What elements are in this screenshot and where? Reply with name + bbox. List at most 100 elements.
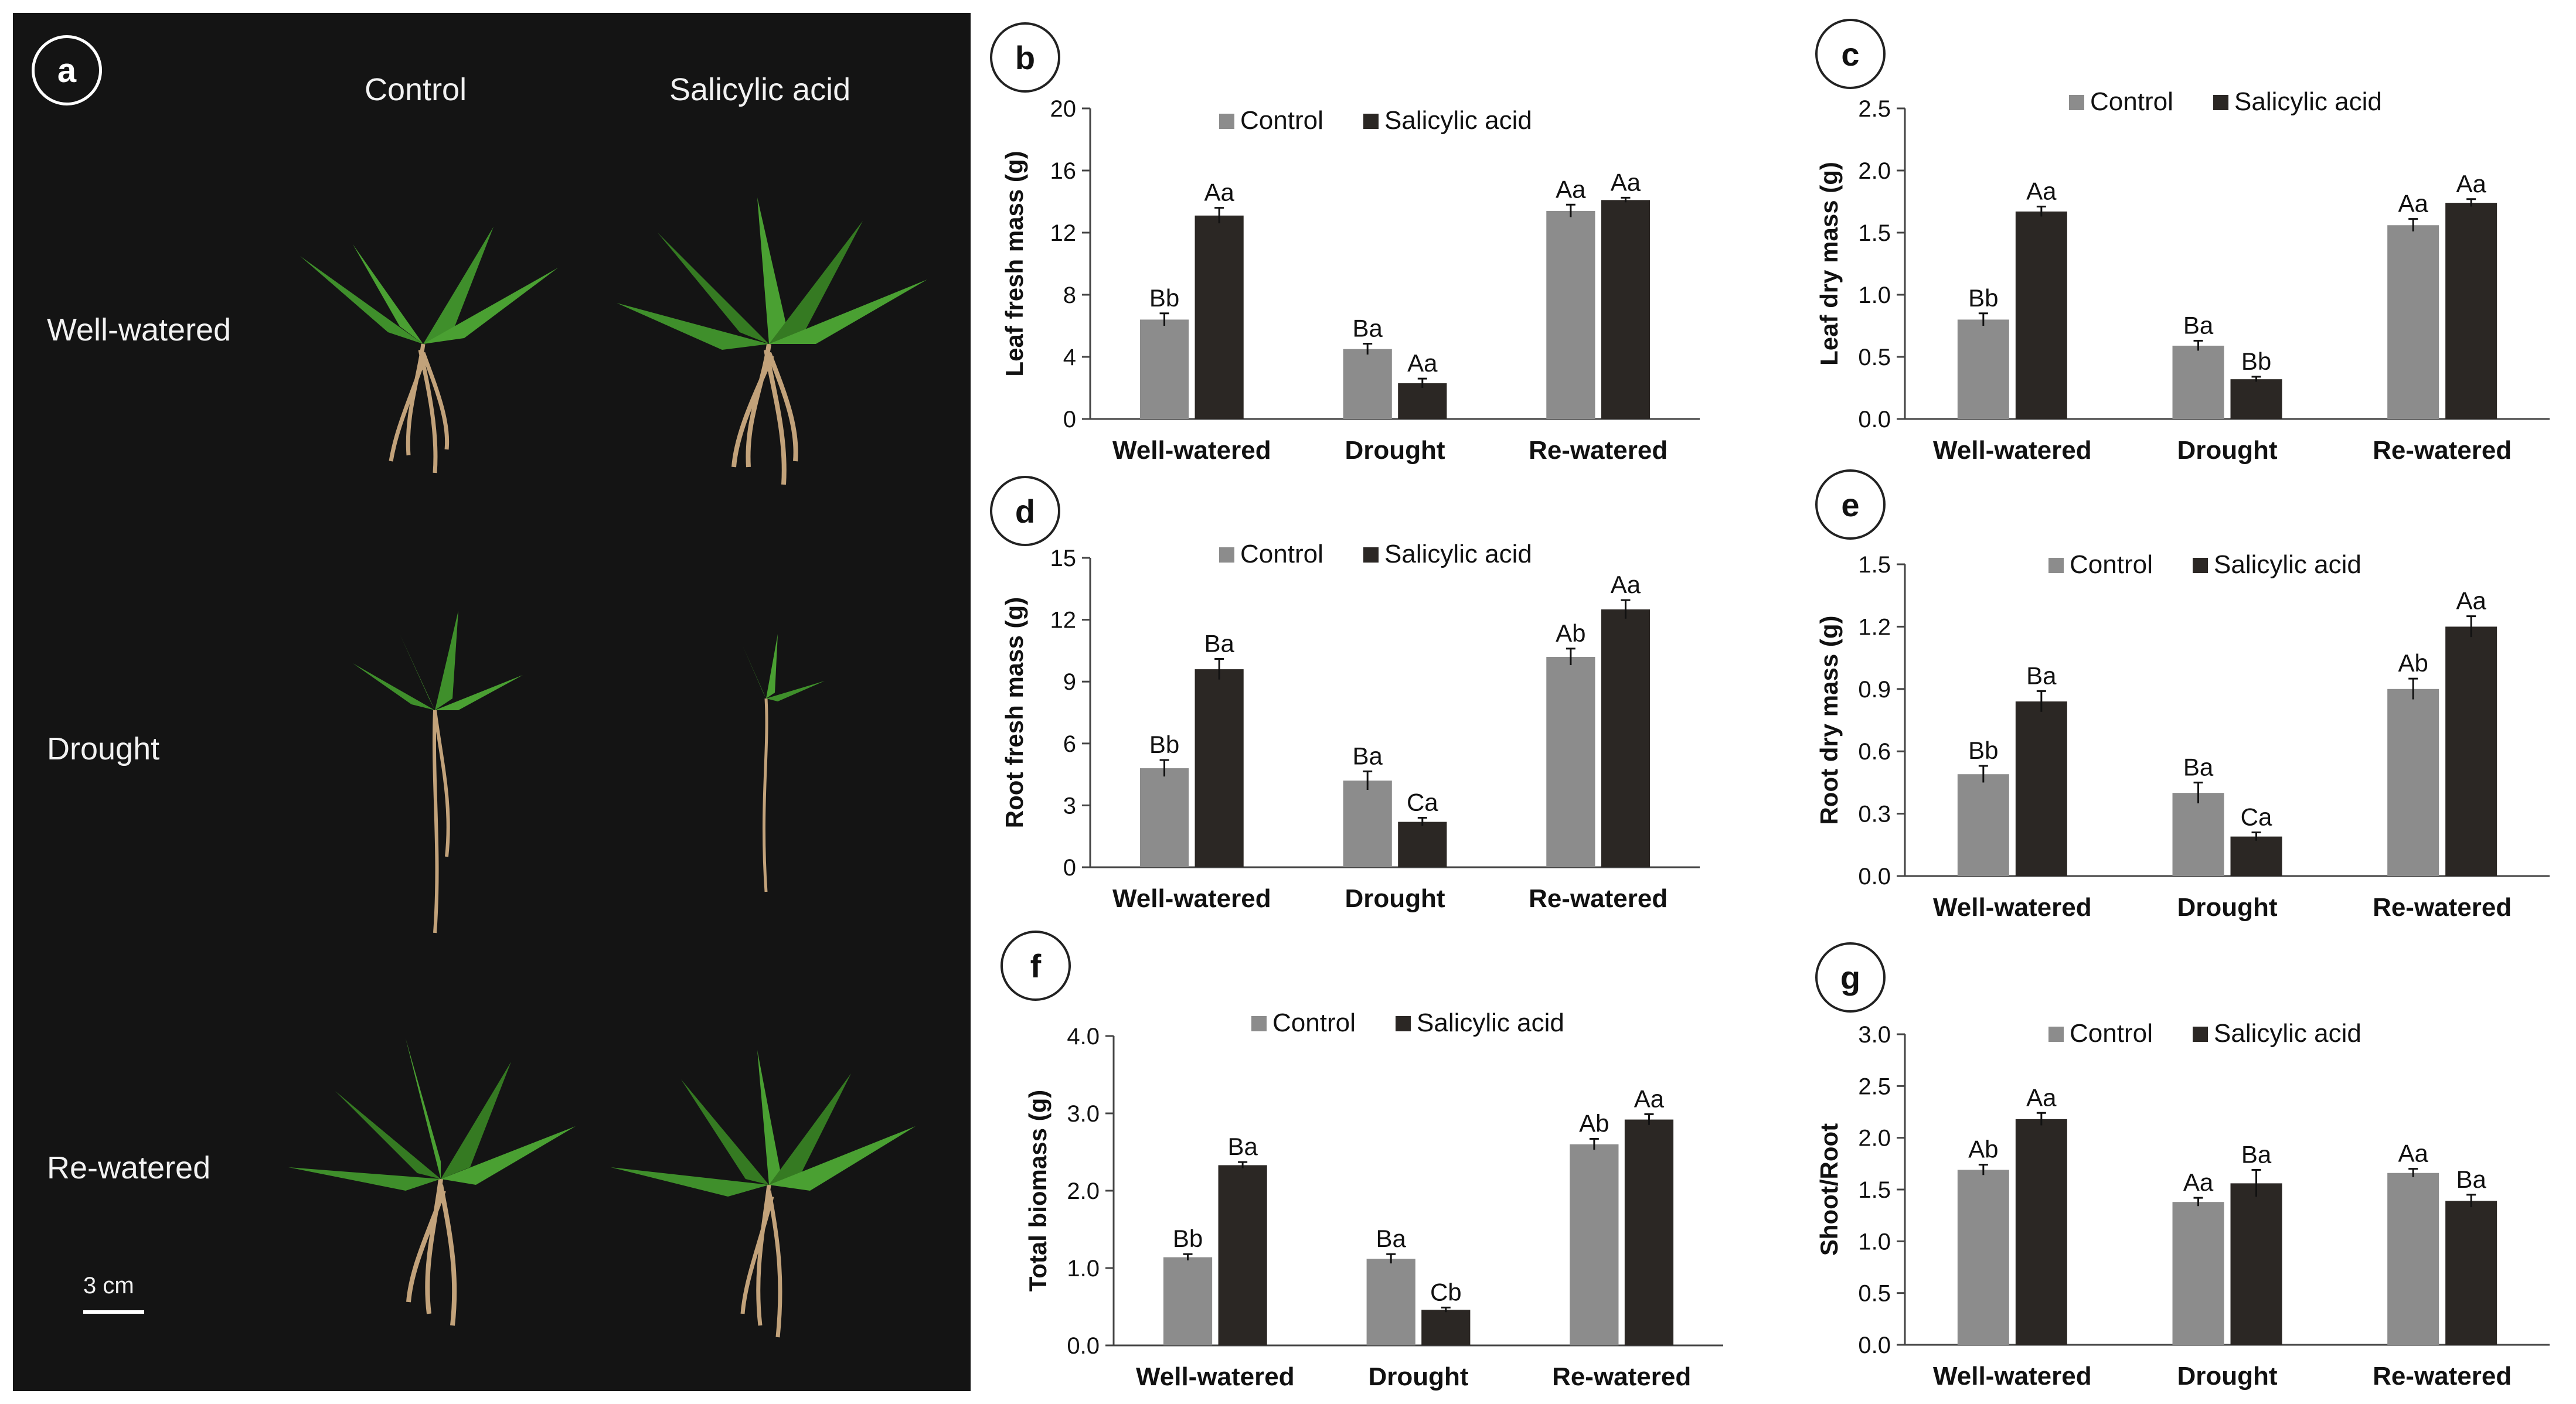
- x-tick-label-e: Well-watered: [1933, 893, 2092, 922]
- legend-label-d: Salicylic acid: [1384, 540, 1532, 568]
- legend-label-b: Salicylic acid: [1384, 106, 1532, 135]
- bar-e-salicylic-1: [2230, 836, 2282, 876]
- panel-badge-label-d: d: [1015, 493, 1035, 530]
- bar-d-control-1: [1343, 781, 1392, 867]
- y-tick-label-b: 8: [1063, 282, 1076, 308]
- y-tick-label-e: 0.9: [1858, 677, 1891, 703]
- y-tick-label-d: 6: [1063, 731, 1076, 757]
- bar-e-control-2: [2387, 689, 2439, 876]
- legend-swatch-f: [1396, 1016, 1411, 1031]
- panel-badge-a: a: [32, 35, 102, 105]
- photo-panel: a Control Salicylic acid Well-watered Dr…: [13, 13, 971, 1391]
- y-tick-label-f: 1.0: [1067, 1256, 1100, 1282]
- x-tick-label-c: Well-watered: [1933, 436, 2092, 465]
- x-tick-label-g: Well-watered: [1933, 1362, 2092, 1391]
- data-label-d: Ab: [1556, 619, 1585, 647]
- plant-photo-drought-salicylic: [743, 634, 825, 892]
- scale-bar: [83, 1310, 144, 1314]
- panel-badge-label-b: b: [1015, 39, 1035, 76]
- panel-badge-label-e: e: [1841, 486, 1859, 523]
- data-label-d: Ca: [1407, 789, 1438, 816]
- bar-f-salicylic-2: [1624, 1119, 1674, 1345]
- bar-d-salicylic-0: [1195, 669, 1244, 867]
- y-tick-label-g: 2.5: [1858, 1074, 1891, 1099]
- data-label-c: Ba: [2183, 311, 2214, 339]
- data-label-d: Ba: [1353, 742, 1383, 769]
- data-label-e: Ab: [2398, 649, 2428, 677]
- y-tick-label-g: 0.0: [1858, 1333, 1891, 1358]
- bar-e-salicylic-0: [2015, 701, 2067, 876]
- panel-badge-b: [990, 22, 1060, 93]
- data-label-f: Ba: [1227, 1133, 1258, 1160]
- bar-f-control-1: [1366, 1259, 1415, 1345]
- legend-swatch-c: [2213, 95, 2228, 110]
- bar-b-salicylic-0: [1195, 215, 1244, 419]
- x-tick-label-g: Drought: [2177, 1362, 2277, 1391]
- bar-c-control-0: [1957, 319, 2009, 419]
- x-tick-label-b: Re-watered: [1529, 436, 1668, 465]
- row-label-re-watered: Re-watered: [47, 1150, 211, 1185]
- data-label-f: Bb: [1173, 1225, 1203, 1252]
- y-axis-label-b: Leaf fresh mass (g): [1001, 151, 1028, 376]
- x-tick-label-b: Well-watered: [1112, 436, 1271, 465]
- legend-label-e: Salicylic acid: [2214, 550, 2361, 579]
- panel-badge-f: [1001, 931, 1071, 1001]
- legend-label-g: Salicylic acid: [2214, 1019, 2361, 1048]
- legend-label-d: Control: [1240, 540, 1323, 568]
- x-tick-label-b: Drought: [1345, 436, 1445, 465]
- legend-swatch-b: [1219, 114, 1234, 129]
- x-tick-label-f: Re-watered: [1552, 1362, 1691, 1391]
- data-label-g: Ab: [1968, 1136, 1998, 1163]
- y-tick-label-f: 4.0: [1067, 1024, 1100, 1049]
- bar-b-control-1: [1343, 349, 1392, 419]
- panel-badge-g: [1815, 942, 1886, 1013]
- y-axis-label-e: Root dry mass (g): [1815, 615, 1843, 824]
- legend-swatch-g: [2048, 1027, 2064, 1042]
- data-label-f: Ab: [1579, 1110, 1609, 1137]
- data-label-c: Aa: [2456, 170, 2486, 197]
- bar-b-salicylic-2: [1601, 200, 1651, 419]
- bar-d-control-2: [1546, 656, 1595, 867]
- bar-d-salicylic-2: [1601, 609, 1651, 867]
- data-label-g: Aa: [2183, 1168, 2214, 1196]
- y-tick-label-c: 0.0: [1858, 407, 1891, 432]
- y-tick-label-b: 12: [1050, 220, 1077, 246]
- y-tick-label-f: 2.0: [1067, 1178, 1100, 1204]
- data-label-e: Ba: [2183, 753, 2214, 781]
- data-label-c: Aa: [2398, 190, 2428, 217]
- data-label-d: Aa: [1611, 571, 1641, 598]
- row-label-well-watered: Well-watered: [47, 312, 232, 347]
- panel-badge-label-c: c: [1841, 36, 1859, 73]
- plant-photo-re-watered-control: [288, 1038, 576, 1326]
- x-tick-label-d: Drought: [1345, 884, 1445, 913]
- data-label-e: Ba: [2026, 662, 2057, 689]
- x-tick-label-c: Re-watered: [2373, 436, 2512, 465]
- x-tick-label-f: Drought: [1368, 1362, 1468, 1391]
- legend-label-c: Control: [2090, 87, 2173, 116]
- plant-photos: [288, 197, 927, 1338]
- data-label-c: Bb: [2241, 347, 2271, 375]
- legend-swatch-d: [1219, 547, 1234, 563]
- y-tick-label-g: 1.5: [1858, 1177, 1891, 1203]
- panel-badge-label-g: g: [1840, 959, 1860, 996]
- y-tick-label-e: 0.3: [1858, 802, 1891, 827]
- y-tick-label-b: 20: [1050, 96, 1077, 122]
- column-label-control: Control: [365, 72, 467, 107]
- bar-c-salicylic-1: [2230, 379, 2282, 419]
- y-tick-label-d: 3: [1063, 793, 1076, 819]
- x-tick-label-f: Well-watered: [1136, 1362, 1295, 1391]
- y-tick-label-b: 16: [1050, 158, 1077, 184]
- legend-label-c: Salicylic acid: [2234, 87, 2382, 116]
- legend-label-f: Control: [1272, 1008, 1356, 1037]
- bar-d-control-0: [1139, 768, 1189, 867]
- panel-badge-label-f: f: [1030, 948, 1042, 984]
- data-label-f: Ba: [1376, 1225, 1407, 1252]
- plant-photo-drought-control: [353, 611, 523, 933]
- plant-photo-well-watered-control: [300, 227, 558, 473]
- bar-b-control-2: [1546, 210, 1595, 419]
- x-tick-label-e: Drought: [2177, 893, 2277, 922]
- plant-photo-well-watered-salicylic: [617, 197, 927, 485]
- data-label-b: Aa: [1407, 349, 1438, 377]
- data-label-b: Aa: [1611, 168, 1641, 196]
- data-label-f: Cb: [1430, 1278, 1462, 1306]
